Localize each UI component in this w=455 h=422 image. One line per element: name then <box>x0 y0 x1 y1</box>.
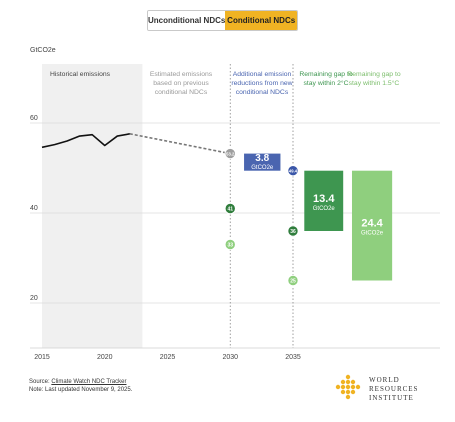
y-axis-label: GtCO2e <box>30 47 56 54</box>
historical-region <box>42 64 143 348</box>
x-tick-label: 2020 <box>97 354 113 361</box>
gap-2c-bar <box>304 170 344 231</box>
gap-2c-label: stay within 2°C <box>303 79 348 87</box>
marker-label: 41 <box>227 206 233 212</box>
marker-label: 33 <box>227 242 233 248</box>
gap-15c-label: stay within 1.5°C <box>349 79 400 87</box>
marker-dot <box>287 165 299 177</box>
y-tick-label: 40 <box>30 205 38 212</box>
estimated-label: conditional NDCs <box>155 89 208 96</box>
x-tick-label: 2025 <box>160 354 176 361</box>
marker-dot <box>287 225 299 237</box>
marker-label: 49.4 <box>289 169 298 174</box>
source-prefix: Source: <box>29 379 52 385</box>
gap-2c-bar-unit: GtCO2e <box>313 206 336 212</box>
marker-dot <box>224 147 236 160</box>
marker-label: 53.2 <box>226 151 235 156</box>
gap-15c-bar-unit: GtCO2e <box>361 231 384 237</box>
wri-logo-mark <box>335 374 361 400</box>
marker-dot <box>287 274 299 287</box>
x-tick-label: 2015 <box>34 354 50 361</box>
marker-dot <box>224 202 236 215</box>
historical-series-line <box>41 133 130 149</box>
reduction-bar <box>244 153 281 171</box>
reduction-label: conditional NDCs <box>236 89 289 96</box>
marker-label: 36 <box>290 229 296 235</box>
reduction-bar-unit: GtCO2e <box>251 165 274 171</box>
logo-line-1: WORLD <box>369 376 400 384</box>
gap-2c-bar-value: 13.4 <box>313 193 335 205</box>
x-tick-label: 2030 <box>222 354 238 361</box>
estimated-series-line <box>129 133 231 155</box>
footer-note: Note: Last updated November 9, 2025. <box>29 387 133 393</box>
gap-15c-label: Remaining gap to <box>347 71 400 78</box>
marker-dot <box>224 238 236 251</box>
wri-logo: WORLD RESOURCES INSTITUTE <box>335 374 418 402</box>
y-tick-label: 20 <box>30 295 38 302</box>
ndc-toggle[interactable]: Unconditional NDCs Conditional NDCs <box>147 10 298 31</box>
reduction-bar-value: 3.8 <box>255 153 269 164</box>
estimated-label: Estimated emissions <box>150 71 213 78</box>
marker-label: 25 <box>290 278 296 284</box>
gap-15c-bar-value: 24.4 <box>361 218 383 230</box>
historical-label: Historical emissions <box>50 71 111 78</box>
gap-15c-bar <box>351 170 393 281</box>
gap-2c-label: Remaining gap to <box>299 71 352 78</box>
y-tick-label: 60 <box>30 115 38 122</box>
estimated-label: based on previous <box>153 80 209 87</box>
logo-line-2: RESOURCES <box>369 385 418 393</box>
reduction-label: reductions from new <box>231 80 292 87</box>
toggle-conditional-ndcs[interactable]: Conditional NDCs <box>225 11 297 30</box>
source-link[interactable]: Climate Watch NDC Tracker <box>51 379 127 385</box>
footer-source: Source: Climate Watch NDC Tracker <box>29 378 132 386</box>
reduction-label: Additional emission <box>233 71 292 78</box>
logo-line-3: INSTITUTE <box>369 394 414 402</box>
toggle-unconditional-ndcs[interactable]: Unconditional NDCs <box>148 11 226 30</box>
footer: Source: Climate Watch NDC Tracker Note: … <box>29 378 132 394</box>
x-tick-label: 2035 <box>285 354 301 361</box>
